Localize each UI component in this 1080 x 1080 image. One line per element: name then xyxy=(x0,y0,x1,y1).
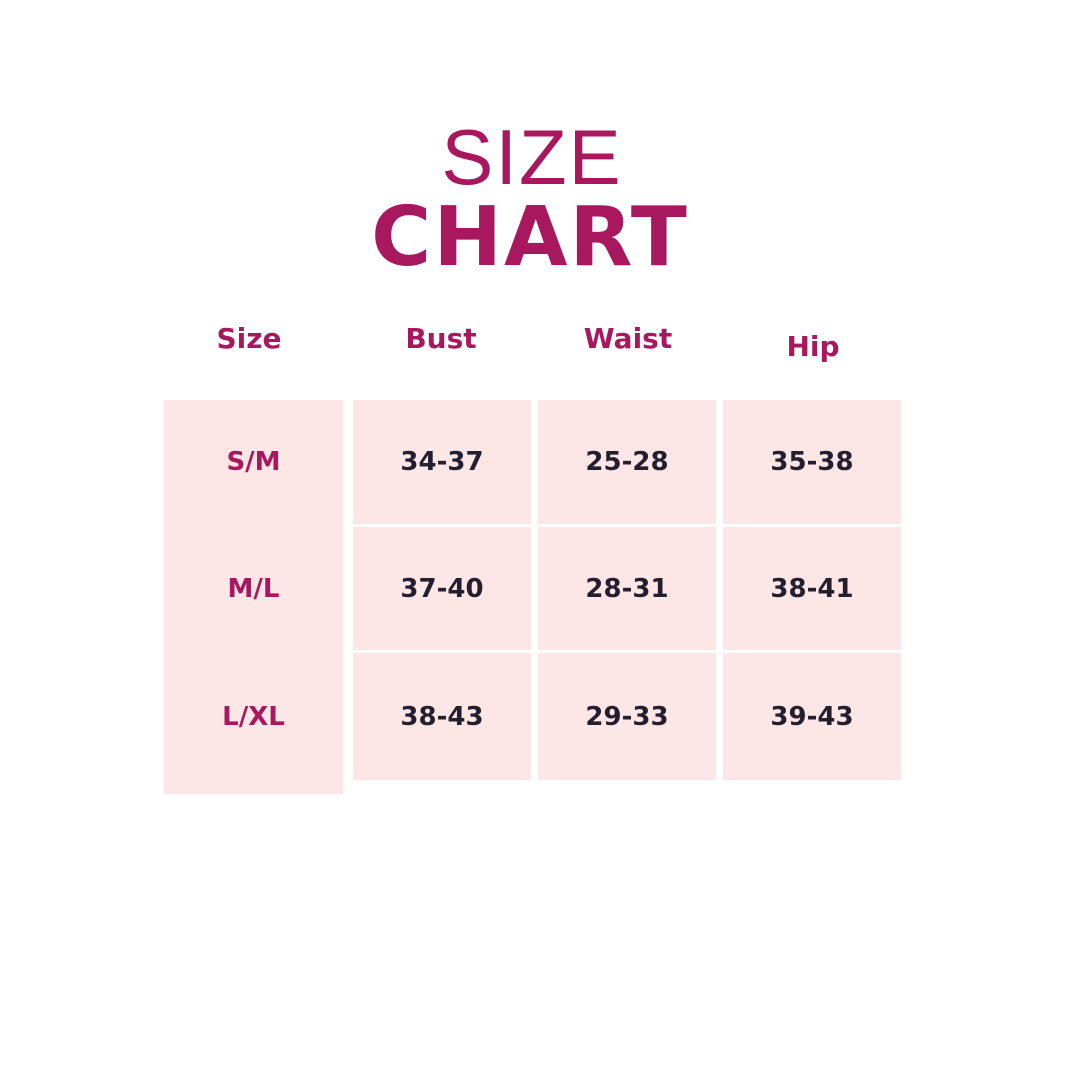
cell-text: 35-38 xyxy=(770,447,854,477)
column-header: Hip xyxy=(786,330,840,363)
cell-text: 39-43 xyxy=(770,701,854,732)
measurement-cell: 28-31 xyxy=(538,527,716,650)
cell-text: 34-37 xyxy=(400,447,484,477)
size-cell: S/M xyxy=(164,400,343,538)
cell-text: 38-41 xyxy=(770,573,854,604)
measurement-cell: 37-40 xyxy=(353,527,531,650)
cell-text: 25-28 xyxy=(585,447,669,477)
cell-text: 28-31 xyxy=(585,573,669,604)
size-cell: L/XL xyxy=(164,653,343,794)
measurement-cell: 34-37 xyxy=(353,400,531,524)
cell-text: 29-33 xyxy=(585,701,669,732)
cell-text: S/M xyxy=(226,447,281,477)
size-cell: M/L xyxy=(164,527,343,664)
measurement-cell: 39-43 xyxy=(723,653,901,780)
measurement-cell: 25-28 xyxy=(538,400,716,524)
title-chart: CHART xyxy=(371,190,689,285)
column-header: Bust xyxy=(405,322,477,355)
measurement-cell: 35-38 xyxy=(723,400,901,524)
cell-text: M/L xyxy=(227,573,280,604)
column-header: Size xyxy=(216,322,282,355)
measurement-cell: 38-43 xyxy=(353,653,531,780)
measurement-cell: 29-33 xyxy=(538,653,716,780)
cell-text: 37-40 xyxy=(400,573,484,604)
cell-text: L/XL xyxy=(222,701,285,732)
column-header: Waist xyxy=(583,322,673,355)
cell-text: 38-43 xyxy=(400,701,484,732)
title-size: SIZE xyxy=(441,113,623,201)
measurement-cell: 38-41 xyxy=(723,527,901,650)
